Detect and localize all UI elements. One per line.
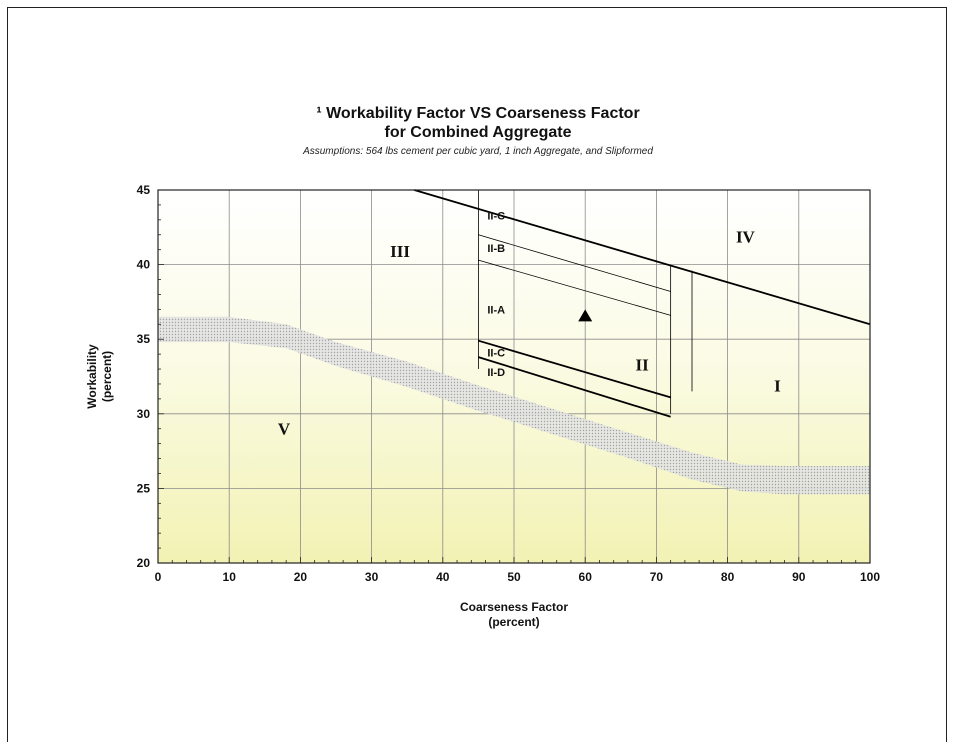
zone-label: I [774, 376, 781, 395]
zone-iv-boundary [414, 189, 871, 326]
y-tick-label: 45 [137, 183, 151, 197]
x-tick-label: 10 [223, 570, 237, 584]
ii-a-line [478, 259, 671, 316]
zone-label: II-A [487, 304, 505, 316]
zone-label: II-B [487, 243, 505, 255]
x-tick-label: 20 [294, 570, 308, 584]
y-tick-label: 30 [137, 407, 151, 421]
zone-label: IV [736, 227, 756, 246]
x-tick-label: 30 [365, 570, 379, 584]
ii-b-line [478, 234, 671, 292]
chart-title-line-1: ¹ Workability Factor VS Coarseness Facto… [316, 105, 640, 122]
zone-label: V [278, 420, 291, 439]
x-tick-label: 60 [579, 570, 593, 584]
x-tick-label: 50 [507, 570, 521, 584]
x-axis-title: Coarseness Factor [460, 600, 568, 614]
x-tick-label: 0 [155, 570, 162, 584]
y-tick-label: 20 [137, 556, 151, 570]
y-axis-title: Workability [85, 344, 99, 409]
x-tick-label: 90 [792, 570, 806, 584]
zone-label: III [390, 242, 410, 261]
x-tick-label: 100 [860, 570, 880, 584]
ii-d-line [478, 356, 671, 418]
y-tick-label: 40 [137, 258, 151, 272]
y-axis-unit: (percent) [100, 351, 114, 402]
chart-title-block: ¹ Workability Factor VS Coarseness Facto… [0, 104, 956, 157]
x-tick-label: 70 [650, 570, 664, 584]
y-tick-label: 35 [137, 332, 151, 346]
x-axis-unit: (percent) [488, 615, 539, 629]
y-tick-label: 25 [137, 481, 151, 495]
x-tick-label: 40 [436, 570, 450, 584]
zone-label: II-C [487, 348, 505, 360]
axis-ticks: 0 10 20 30 40 50 60 70 80 90 100 20 25 30 35 40 45 [137, 183, 881, 584]
zone-label: II-C [487, 210, 505, 222]
chart-subtitle: Assumptions: 564 lbs cement per cubic ya… [303, 146, 653, 157]
zone-label: II [636, 356, 650, 375]
ii-c-lower-line [478, 339, 671, 399]
band-region [158, 316, 870, 495]
x-tick-label: 80 [721, 570, 735, 584]
zone-label: II-D [487, 367, 505, 379]
boundary-lines [414, 189, 871, 418]
triangle-marker-icon [578, 309, 593, 322]
chart-title-line-2: for Combined Aggregate [384, 124, 572, 141]
